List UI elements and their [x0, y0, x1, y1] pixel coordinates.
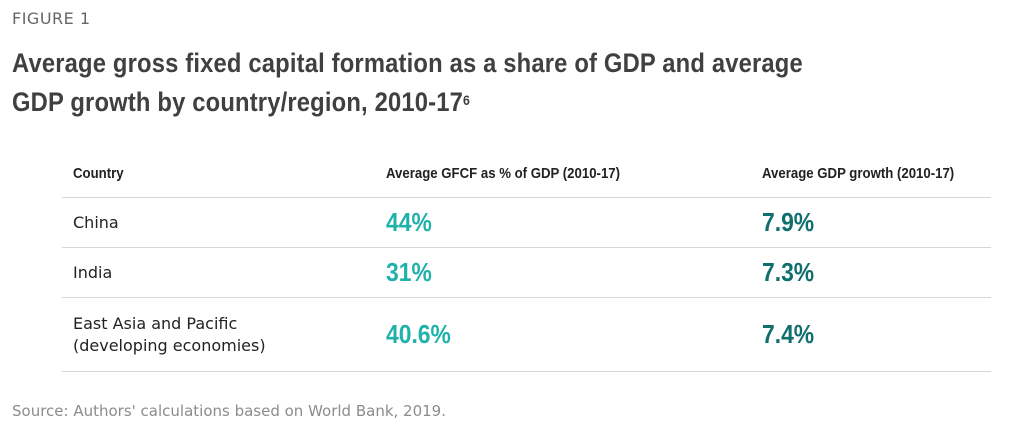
column-header-gfcf-label: Average GFCF as % of GDP (2010-17): [386, 164, 621, 182]
gdp-growth-value: 7.4%: [762, 319, 815, 349]
column-header-country-label: Country: [73, 164, 124, 182]
column-header-gfcf: Average GFCF as % of GDP (2010-17): [375, 149, 751, 198]
data-table: Country Average GFCF as % of GDP (2010-1…: [62, 149, 991, 372]
country-name: India: [73, 262, 113, 282]
gfcf-value-cell: 40.6%: [375, 297, 751, 372]
chart-title: Average gross fixed capital formation as…: [12, 44, 857, 122]
gdp-growth-value: 7.9%: [762, 207, 815, 237]
country-name-line-2: (developing economies): [73, 335, 266, 355]
gfcf-value-cell: 31%: [375, 247, 751, 298]
country-cell: China: [62, 197, 375, 248]
country-name: China: [73, 212, 119, 232]
column-header-country: Country: [62, 149, 375, 198]
table-header-row: Country Average GFCF as % of GDP (2010-1…: [62, 149, 991, 198]
table-row: East Asia and Pacific (developing economi…: [62, 297, 991, 372]
table-row: India 31% 7.3%: [62, 247, 991, 298]
gdp-growth-value-cell: 7.3%: [751, 247, 991, 298]
gfcf-value-cell: 44%: [375, 197, 751, 248]
gfcf-value: 44%: [386, 207, 432, 237]
chart-title-text: Average gross fixed capital formation as…: [12, 48, 803, 117]
table-row: China 44% 7.9%: [62, 197, 991, 248]
country-name-line-1: East Asia and Pacific: [73, 313, 238, 333]
gdp-growth-value-cell: 7.4%: [751, 297, 991, 372]
title-footnote-marker: 6: [463, 92, 471, 108]
country-cell: India: [62, 247, 375, 298]
country-cell: East Asia and Pacific (developing economi…: [62, 297, 375, 372]
source-note: Source: Authors' calculations based on W…: [12, 402, 446, 420]
column-header-gdp-growth-label: Average GDP growth (2010-17): [762, 164, 955, 182]
column-header-gdp-growth: Average GDP growth (2010-17): [751, 149, 991, 198]
gdp-growth-value: 7.3%: [762, 257, 815, 287]
gfcf-value: 31%: [386, 257, 432, 287]
figure-label: FIGURE 1: [12, 9, 91, 28]
gfcf-value: 40.6%: [386, 319, 451, 349]
gdp-growth-value-cell: 7.9%: [751, 197, 991, 248]
